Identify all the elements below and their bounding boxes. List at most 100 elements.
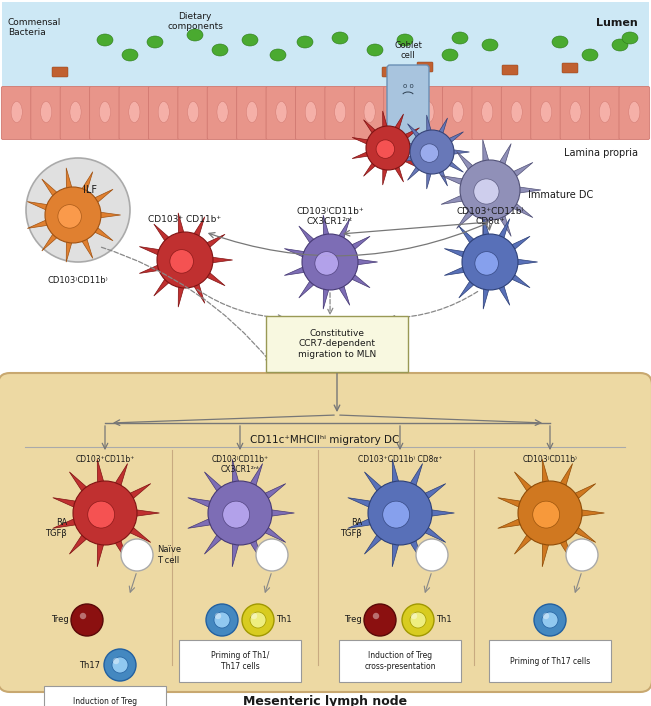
Circle shape (71, 604, 103, 636)
Ellipse shape (212, 44, 228, 56)
Ellipse shape (364, 102, 375, 123)
Circle shape (113, 658, 119, 664)
Ellipse shape (612, 39, 628, 51)
Polygon shape (352, 138, 370, 145)
Polygon shape (70, 472, 89, 494)
FancyBboxPatch shape (590, 87, 620, 140)
Ellipse shape (629, 102, 640, 123)
Polygon shape (126, 525, 151, 542)
Ellipse shape (276, 102, 287, 123)
Polygon shape (348, 498, 374, 508)
Polygon shape (113, 464, 128, 489)
Ellipse shape (335, 102, 346, 123)
Polygon shape (284, 266, 307, 275)
Polygon shape (407, 145, 425, 150)
Polygon shape (514, 259, 538, 265)
Polygon shape (451, 150, 469, 155)
Polygon shape (408, 464, 422, 489)
Ellipse shape (122, 49, 138, 61)
Text: CD103⁺CD11b⁾ CD8α⁺: CD103⁺CD11b⁾ CD8α⁺ (358, 455, 442, 464)
Polygon shape (422, 484, 446, 501)
Polygon shape (66, 168, 73, 191)
Polygon shape (348, 517, 374, 528)
Polygon shape (363, 161, 378, 176)
Polygon shape (408, 165, 421, 180)
Circle shape (366, 126, 410, 170)
Text: CD103⁾CD11b⁾: CD103⁾CD11b⁾ (48, 276, 108, 285)
Polygon shape (498, 213, 511, 237)
Circle shape (460, 160, 520, 220)
Text: Constitutive
CCR7-dependent
migration to MLN: Constitutive CCR7-dependent migration to… (298, 329, 376, 359)
FancyBboxPatch shape (413, 87, 444, 140)
FancyBboxPatch shape (2, 2, 649, 92)
Polygon shape (248, 464, 262, 489)
FancyBboxPatch shape (531, 87, 561, 140)
Polygon shape (232, 459, 240, 486)
Polygon shape (97, 459, 105, 486)
Polygon shape (459, 278, 477, 298)
Polygon shape (324, 215, 329, 238)
Circle shape (383, 501, 409, 528)
Text: Dietary
components: Dietary components (167, 12, 223, 31)
Polygon shape (422, 525, 446, 542)
Polygon shape (483, 215, 490, 238)
Circle shape (157, 232, 213, 288)
Polygon shape (514, 472, 534, 494)
Text: Treg: Treg (51, 616, 69, 625)
Circle shape (315, 251, 339, 275)
Polygon shape (445, 266, 467, 275)
Circle shape (542, 612, 558, 628)
Polygon shape (447, 132, 464, 144)
Circle shape (474, 179, 499, 204)
Text: Treg: Treg (344, 616, 362, 625)
Polygon shape (284, 249, 307, 258)
Polygon shape (232, 540, 240, 567)
Polygon shape (337, 219, 350, 241)
Circle shape (223, 501, 249, 528)
Circle shape (58, 205, 81, 228)
Text: Priming of Th17 cells: Priming of Th17 cells (510, 657, 590, 666)
Polygon shape (572, 525, 596, 542)
FancyBboxPatch shape (31, 87, 61, 140)
Polygon shape (510, 162, 533, 179)
Circle shape (112, 657, 128, 673)
Circle shape (206, 604, 238, 636)
Polygon shape (559, 464, 573, 489)
Polygon shape (483, 215, 490, 241)
Polygon shape (299, 226, 316, 246)
Polygon shape (456, 208, 475, 229)
Ellipse shape (242, 34, 258, 46)
Circle shape (475, 251, 499, 275)
Ellipse shape (332, 32, 348, 44)
Polygon shape (437, 118, 447, 136)
Ellipse shape (423, 102, 434, 123)
Circle shape (575, 548, 581, 554)
Circle shape (302, 234, 358, 290)
Ellipse shape (70, 102, 81, 123)
Polygon shape (98, 212, 120, 218)
Text: Induction of Treg
cross-presentation: Induction of Treg cross-presentation (365, 652, 436, 671)
Circle shape (242, 604, 274, 636)
FancyBboxPatch shape (148, 87, 179, 140)
Polygon shape (428, 510, 454, 517)
FancyBboxPatch shape (560, 87, 591, 140)
Ellipse shape (270, 49, 286, 61)
Ellipse shape (129, 102, 140, 123)
Polygon shape (92, 225, 113, 241)
Polygon shape (456, 152, 475, 172)
Ellipse shape (100, 102, 111, 123)
Polygon shape (578, 510, 604, 517)
Polygon shape (262, 525, 286, 542)
Polygon shape (192, 217, 205, 239)
Text: Commensal
Bacteria: Commensal Bacteria (8, 18, 61, 37)
Polygon shape (363, 120, 378, 135)
Text: Naïve
T cell: Naïve T cell (157, 545, 181, 565)
Polygon shape (393, 540, 400, 567)
FancyBboxPatch shape (90, 87, 120, 140)
FancyBboxPatch shape (354, 87, 385, 140)
Polygon shape (509, 237, 530, 251)
Ellipse shape (622, 32, 638, 44)
FancyBboxPatch shape (52, 67, 68, 77)
Ellipse shape (452, 102, 464, 123)
Polygon shape (383, 167, 388, 185)
